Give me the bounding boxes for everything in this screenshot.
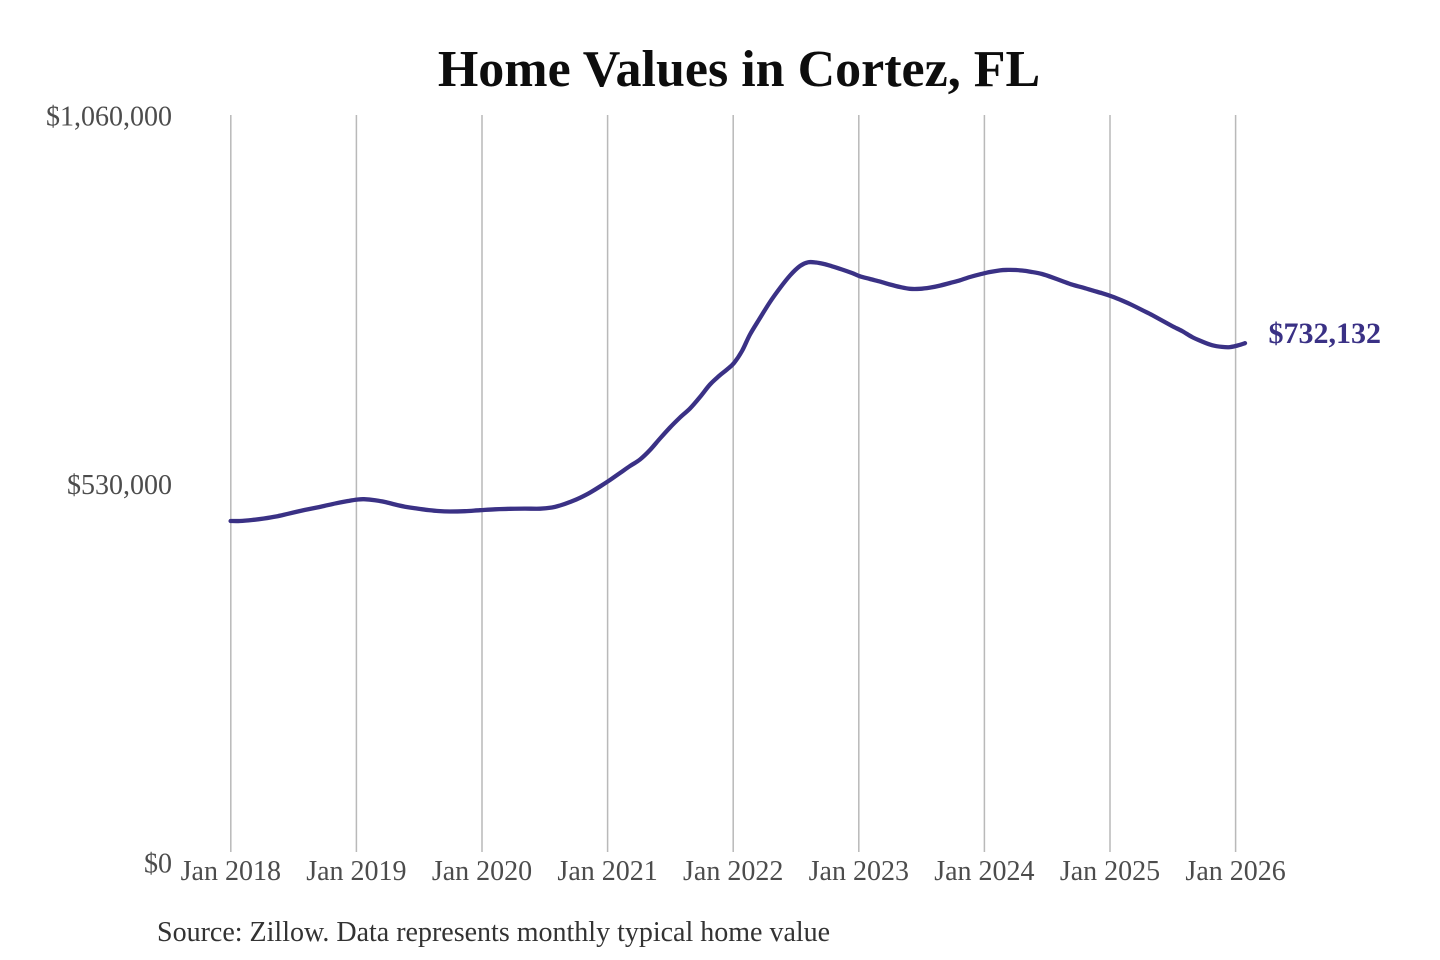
svg-text:Home Values in Cortez, FL: Home Values in Cortez, FL: [438, 41, 1040, 98]
svg-text:Jan 2020: Jan 2020: [432, 856, 532, 887]
svg-text:Source: Zillow. Data represent: Source: Zillow. Data represents monthly …: [157, 917, 830, 948]
svg-text:Jan 2023: Jan 2023: [809, 856, 909, 887]
svg-text:$530,000: $530,000: [67, 470, 172, 501]
svg-text:$0: $0: [144, 849, 172, 880]
svg-text:Jan 2026: Jan 2026: [1185, 856, 1285, 887]
svg-text:Jan 2025: Jan 2025: [1060, 856, 1160, 887]
svg-text:$732,132: $732,132: [1269, 317, 1382, 350]
svg-text:Jan 2021: Jan 2021: [557, 856, 657, 887]
svg-text:Jan 2019: Jan 2019: [306, 856, 406, 887]
svg-text:Jan 2024: Jan 2024: [934, 856, 1034, 887]
svg-text:Jan 2018: Jan 2018: [181, 856, 281, 887]
svg-text:$1,060,000: $1,060,000: [46, 102, 172, 133]
svg-text:Jan 2022: Jan 2022: [683, 856, 783, 887]
